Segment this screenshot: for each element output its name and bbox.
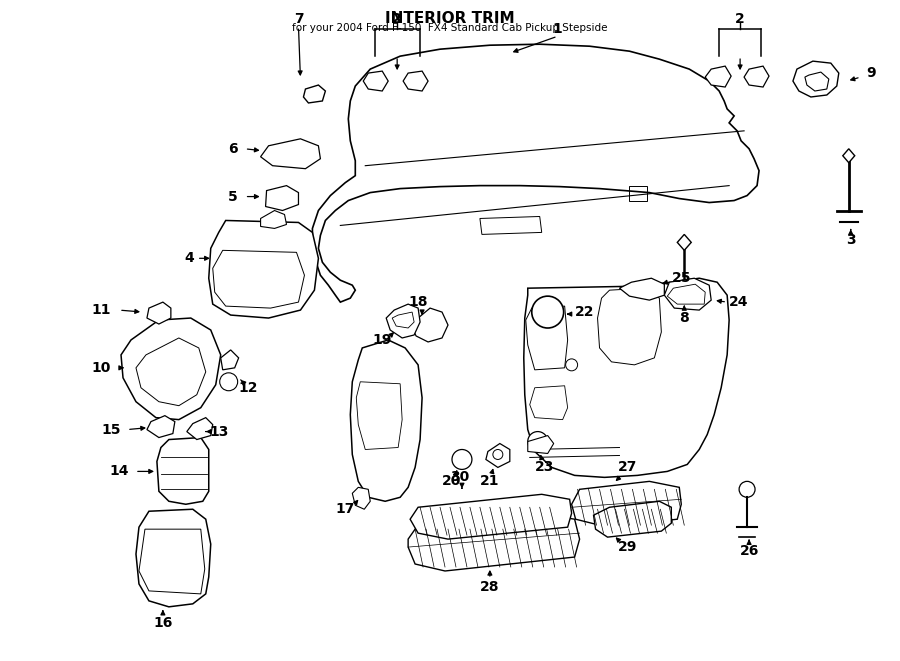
Text: 25: 25	[671, 271, 691, 285]
Text: 16: 16	[153, 616, 173, 630]
Text: 6: 6	[228, 141, 238, 156]
Polygon shape	[527, 436, 554, 453]
Polygon shape	[486, 444, 509, 467]
Polygon shape	[793, 61, 839, 97]
Text: 13: 13	[209, 424, 229, 438]
Polygon shape	[619, 278, 664, 300]
Text: 10: 10	[92, 361, 111, 375]
Polygon shape	[842, 149, 855, 163]
Text: 7: 7	[293, 13, 303, 26]
Polygon shape	[312, 44, 759, 302]
Text: 8: 8	[680, 311, 689, 325]
Text: 2: 2	[392, 13, 402, 26]
Polygon shape	[147, 416, 175, 438]
Polygon shape	[572, 481, 681, 527]
Polygon shape	[261, 210, 286, 229]
Polygon shape	[408, 514, 580, 571]
Polygon shape	[352, 487, 370, 509]
Text: INTERIOR TRIM: INTERIOR TRIM	[385, 11, 515, 26]
Polygon shape	[121, 318, 220, 420]
Text: 21: 21	[480, 475, 500, 488]
Text: 15: 15	[102, 422, 121, 436]
Polygon shape	[678, 235, 691, 251]
Polygon shape	[147, 302, 171, 324]
Circle shape	[220, 373, 238, 391]
Text: for your 2004 Ford F-150  FX4 Standard Cab Pickup Stepside: for your 2004 Ford F-150 FX4 Standard Ca…	[292, 23, 608, 33]
Polygon shape	[524, 278, 729, 477]
Text: 5: 5	[228, 190, 238, 204]
Polygon shape	[187, 418, 212, 440]
Text: 30: 30	[450, 471, 470, 485]
Text: 11: 11	[91, 303, 111, 317]
Text: 20: 20	[442, 475, 462, 488]
Text: 23: 23	[535, 461, 554, 475]
Polygon shape	[410, 308, 448, 342]
Circle shape	[739, 481, 755, 497]
Polygon shape	[410, 494, 572, 539]
Text: 22: 22	[575, 305, 594, 319]
Text: 2: 2	[735, 13, 745, 26]
Polygon shape	[261, 139, 320, 169]
Polygon shape	[364, 71, 388, 91]
Text: 1: 1	[553, 22, 562, 36]
Circle shape	[452, 449, 472, 469]
Polygon shape	[266, 186, 299, 210]
Text: 4: 4	[184, 251, 194, 265]
Circle shape	[527, 432, 548, 451]
Text: 17: 17	[336, 502, 355, 516]
Polygon shape	[386, 304, 420, 338]
Text: 29: 29	[617, 540, 637, 554]
Text: 3: 3	[846, 233, 856, 247]
Polygon shape	[805, 72, 829, 91]
Text: 19: 19	[373, 333, 392, 347]
Polygon shape	[706, 66, 731, 87]
Polygon shape	[209, 221, 319, 318]
Text: 24: 24	[729, 295, 749, 309]
Circle shape	[532, 296, 563, 328]
Polygon shape	[744, 66, 769, 87]
Polygon shape	[403, 71, 428, 91]
Text: 18: 18	[409, 295, 428, 309]
Text: 14: 14	[109, 465, 129, 479]
Polygon shape	[157, 438, 209, 504]
Polygon shape	[350, 340, 422, 501]
Text: 26: 26	[740, 544, 759, 558]
Text: 28: 28	[480, 580, 500, 594]
Polygon shape	[303, 85, 326, 103]
Polygon shape	[220, 350, 238, 370]
Text: 9: 9	[866, 66, 876, 80]
Text: 12: 12	[238, 381, 258, 395]
Polygon shape	[594, 501, 671, 537]
Polygon shape	[664, 278, 711, 310]
Polygon shape	[136, 509, 211, 607]
Text: 27: 27	[617, 461, 637, 475]
